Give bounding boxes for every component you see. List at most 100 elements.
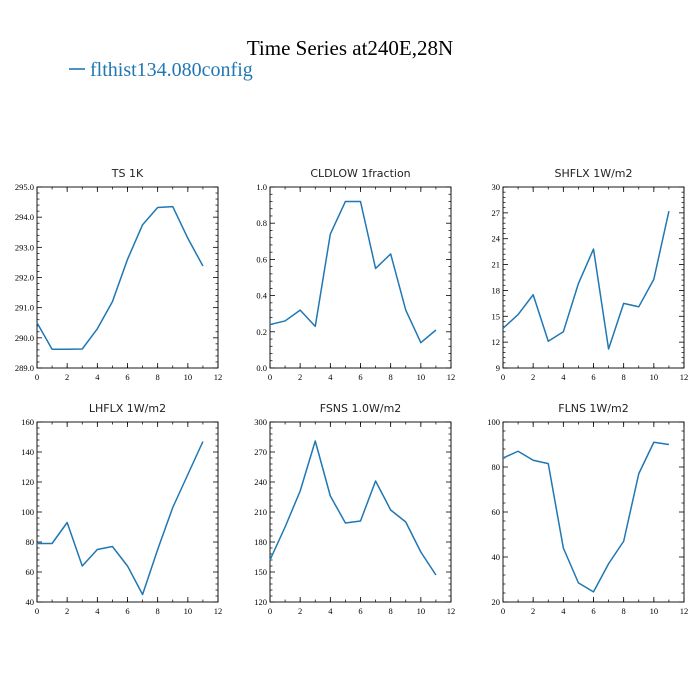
panel-title: CLDLOW 1fraction (310, 167, 410, 180)
axes-frame (36, 421, 219, 603)
x-tick-label: 8 (389, 372, 393, 382)
panels: TS 1K0 2 4 6 8 10 12289.0290.0291.0292.0293.02… (15, 167, 688, 616)
x-tick-label: 0 (501, 606, 505, 616)
x-tick-label: 12 (680, 606, 689, 616)
panel-6: FLNS 1W/m2 0 2 4 6 8 10 12 20 40 60 80 100 (487, 402, 688, 616)
panel-title: FSNS 1.0W/m2 (320, 402, 402, 415)
x-tick-label: 2 (298, 606, 302, 616)
series-line (269, 200, 437, 344)
y-tick-label: 0.4 (256, 291, 267, 301)
panel-title: LHFLX 1W/m2 (89, 402, 166, 415)
panel-title: SHFLX 1W/m2 (554, 167, 632, 180)
y-tick-label: 60 (26, 567, 35, 577)
series-line (502, 210, 670, 350)
x-tick-label: 8 (156, 606, 160, 616)
y-tick-label: 40 (26, 597, 35, 607)
y-tick-label: 0.8 (256, 218, 267, 228)
y-tick-label: 100 (21, 507, 34, 517)
x-tick-label: 2 (65, 372, 69, 382)
series-line (36, 205, 204, 351)
x-tick-label: 10 (184, 372, 193, 382)
x-tick-label: 8 (389, 606, 393, 616)
x-tick-label: 4 (95, 372, 100, 382)
y-tick-label: 21 (492, 260, 501, 270)
panel-1: TS 1K 0 2 4 6 8 10 12 289.0 290.0 291.0 292.0 293.0 2… (15, 167, 222, 382)
x-tick-label: 6 (591, 606, 595, 616)
series-line (502, 441, 670, 593)
x-tick-label: 6 (358, 372, 362, 382)
y-tick-label: 150 (254, 567, 267, 577)
x-tick-label: 12 (447, 372, 456, 382)
x-tick-label: 8 (622, 372, 626, 382)
series-line (37, 441, 204, 596)
y-tick-label: 294.0 (15, 212, 34, 222)
y-tick-label: 180 (254, 537, 267, 547)
panel-title: FLNS 1W/m2 (558, 402, 628, 415)
y-tick-label: 210 (254, 507, 267, 517)
y-tick-label: 18 (492, 285, 501, 295)
x-tick-label: 10 (650, 372, 659, 382)
y-tick-label: 15 (492, 311, 501, 321)
y-tick-label: 12 (492, 337, 501, 347)
x-tick-label: 0 (35, 606, 39, 616)
series-line (269, 440, 437, 576)
panel-title: TS 1K (111, 167, 144, 180)
y-tick-label: 120 (21, 477, 34, 487)
x-tick-label: 2 (298, 372, 302, 382)
y-tick-label: 1.0 (256, 182, 267, 192)
x-tick-label: 0 (268, 606, 272, 616)
y-tick-label: 40 (492, 552, 501, 562)
y-tick-label: 295.0 (15, 182, 34, 192)
y-tick-label: 27 (492, 208, 501, 218)
y-tick-label: 289.0 (15, 363, 34, 373)
y-tick-label: 290.0 (15, 333, 34, 343)
y-tick-label: 292.0 (15, 273, 34, 283)
y-tick-label: 0.0 (256, 363, 267, 373)
x-tick-label: 0 (35, 372, 39, 382)
y-tick-label: 9 (496, 363, 500, 373)
y-tick-label: 24 (492, 234, 501, 244)
y-tick-label: 0.2 (256, 327, 267, 337)
y-tick-label: 293.0 (15, 242, 34, 252)
y-tick-label: 240 (254, 477, 267, 487)
axes-frame (502, 421, 685, 603)
axes-frame (502, 186, 685, 369)
y-tick-label: 140 (21, 447, 34, 457)
x-tick-label: 0 (501, 372, 505, 382)
x-tick-label: 12 (214, 372, 223, 382)
x-tick-label: 10 (650, 606, 659, 616)
axes-frame (269, 421, 452, 603)
x-tick-label: 2 (531, 372, 535, 382)
x-tick-label: 4 (328, 606, 333, 616)
x-tick-label: 2 (65, 606, 69, 616)
x-tick-label: 6 (125, 606, 129, 616)
y-tick-label: 0.6 (256, 254, 267, 264)
legend: flthist134.080config (69, 59, 253, 81)
x-tick-label: 4 (328, 372, 333, 382)
y-tick-label: 80 (26, 537, 35, 547)
x-tick-label: 6 (125, 372, 129, 382)
x-tick-label: 6 (591, 372, 595, 382)
x-tick-label: 4 (561, 606, 566, 616)
axes-frame (36, 186, 219, 369)
figure-title: Time Series at240E,28N (247, 36, 453, 60)
x-tick-label: 8 (622, 606, 626, 616)
x-tick-label: 2 (531, 606, 535, 616)
y-tick-label: 80 (492, 462, 501, 472)
x-tick-label: 4 (95, 606, 100, 616)
x-tick-label: 10 (417, 372, 426, 382)
x-tick-label: 12 (680, 372, 689, 382)
x-tick-label: 8 (156, 372, 160, 382)
x-tick-label: 10 (417, 606, 426, 616)
x-tick-label: 4 (561, 372, 566, 382)
y-tick-label: 291.0 (15, 303, 34, 313)
x-tick-label: 12 (447, 606, 456, 616)
y-tick-label: 20 (492, 597, 501, 607)
y-tick-label: 300 (254, 417, 267, 427)
y-tick-label: 60 (492, 507, 501, 517)
y-tick-label: 270 (254, 447, 267, 457)
y-tick-label: 120 (254, 597, 267, 607)
panel-2: CLDLOW 1fraction 0 2 4 6 8 10 12 0.0 0.2 0.4 0.6 0.8… (256, 167, 455, 382)
